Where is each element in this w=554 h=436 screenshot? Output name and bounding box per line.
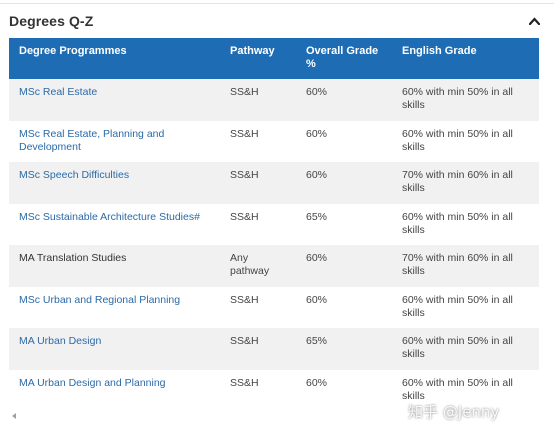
english-grade-cell: 70% with min 60% in all skills [402,169,513,194]
table-row: MA Urban Design SS&H 65% 60% with min 50… [9,328,539,370]
table-header-row: Degree Programmes Pathway Overall Grade … [9,38,539,79]
pathway-cell: SS&H [230,127,259,140]
programme-link-msc-sustainable-architecture-studies[interactable]: MSc Sustainable Architecture Studies# [19,210,200,223]
table-row: MSc Real Estate SS&H 60% 60% with min 50… [9,79,539,121]
overall-grade-cell: 65% [306,335,328,347]
programme-link-msc-urban-regional-planning[interactable]: MSc Urban and Regional Planning [19,293,181,306]
overall-grade-cell: 60% [306,252,328,264]
column-header-degree-programmes: Degree Programmes [19,45,127,57]
overall-grade-cell: 60% [306,127,328,140]
degrees-table: Degree Programmes Pathway Overall Grade … [9,38,539,411]
pathway-cell: SS&H [230,169,259,181]
english-grade-cell: 60% with min 50% in all skills [402,376,513,402]
accordion-header-degrees-q-z[interactable]: Degrees Q-Z [0,4,554,38]
english-grade-cell: 60% with min 50% in all skills [402,293,513,319]
english-grade-cell: 70% with min 60% in all skills [402,252,513,277]
table-row: MSc Sustainable Architecture Studies# SS… [9,203,539,245]
column-header-english-grade: English Grade [402,45,477,57]
watermark: 知乎 @Jenny [408,403,500,421]
chevron-up-icon[interactable] [528,16,540,26]
table-row: MA Translation Studies Any pathway 60% 7… [9,245,539,287]
programme-link-msc-real-estate[interactable]: MSc Real Estate [19,86,98,98]
overall-grade-cell: 60% [306,293,328,306]
table-row: MSc Real Estate, Planning and Developmen… [9,120,539,162]
overall-grade-cell: 60% [306,169,328,181]
english-grade-cell: 60% with min 50% in all skills [402,335,513,360]
horizontal-scrollbar[interactable] [9,410,539,422]
overall-grade-cell: 60% [306,86,328,98]
english-grade-cell: 60% with min 50% in all skills [402,210,513,236]
overall-grade-cell: 65% [306,210,328,223]
top-divider [0,3,554,4]
programme-link-ma-urban-design-planning[interactable]: MA Urban Design and Planning [19,376,166,389]
table-row: MA Urban Design and Planning SS&H 60% 60… [9,369,539,411]
pathway-cell: SS&H [230,293,259,306]
programme-text-ma-translation-studies: MA Translation Studies [19,252,127,264]
pathway-cell: Any pathway [230,252,270,277]
column-header-overall-grade: Overall Grade % [306,45,379,70]
programme-link-msc-real-estate-planning-development[interactable]: MSc Real Estate, Planning and Developmen… [19,127,165,153]
table-row: MSc Urban and Regional Planning SS&H 60%… [9,286,539,328]
overall-grade-cell: 60% [306,376,328,389]
arrow-left-icon[interactable] [12,413,16,419]
programme-link-ma-urban-design[interactable]: MA Urban Design [19,335,102,347]
english-grade-cell: 60% with min 50% in all skills [402,86,513,111]
pathway-cell: SS&H [230,86,259,98]
accordion-title: Degrees Q-Z [9,13,94,29]
pathway-cell: SS&H [230,335,259,347]
pathway-cell: SS&H [230,210,259,223]
table-row: MSc Speech Difficulties SS&H 60% 70% wit… [9,162,539,204]
english-grade-cell: 60% with min 50% in all skills [402,127,513,153]
pathway-cell: SS&H [230,376,259,389]
programme-link-msc-speech-difficulties[interactable]: MSc Speech Difficulties [19,169,130,181]
column-header-pathway: Pathway [230,45,275,57]
footnote-text [9,429,549,436]
